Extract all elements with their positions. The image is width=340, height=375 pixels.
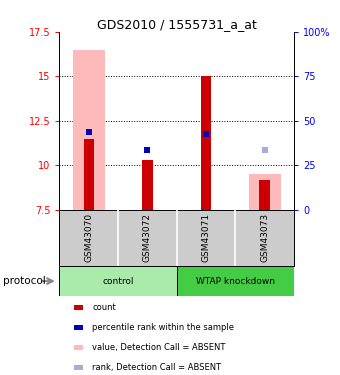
Text: rank, Detection Call = ABSENT: rank, Detection Call = ABSENT bbox=[92, 363, 221, 372]
Bar bbox=[201, 76, 211, 210]
Text: percentile rank within the sample: percentile rank within the sample bbox=[92, 323, 234, 332]
Text: WTAP knockdown: WTAP knockdown bbox=[196, 277, 275, 286]
Bar bbox=[177, 266, 294, 296]
Bar bbox=[73, 325, 83, 330]
Bar bbox=[59, 266, 177, 296]
Bar bbox=[73, 365, 83, 370]
Bar bbox=[73, 305, 83, 310]
Bar bbox=[73, 345, 83, 350]
Title: GDS2010 / 1555731_a_at: GDS2010 / 1555731_a_at bbox=[97, 18, 257, 31]
Text: GSM43070: GSM43070 bbox=[84, 213, 93, 262]
Text: control: control bbox=[102, 277, 134, 286]
Text: GSM43072: GSM43072 bbox=[143, 213, 152, 262]
Text: protocol: protocol bbox=[3, 276, 46, 286]
Text: value, Detection Call = ABSENT: value, Detection Call = ABSENT bbox=[92, 343, 226, 352]
Bar bbox=[142, 160, 153, 210]
Bar bbox=[259, 180, 270, 210]
Bar bbox=[73, 50, 105, 210]
Bar bbox=[249, 174, 281, 210]
Bar bbox=[84, 139, 94, 210]
Text: count: count bbox=[92, 303, 116, 312]
Text: GSM43073: GSM43073 bbox=[260, 213, 269, 262]
Text: GSM43071: GSM43071 bbox=[202, 213, 210, 262]
